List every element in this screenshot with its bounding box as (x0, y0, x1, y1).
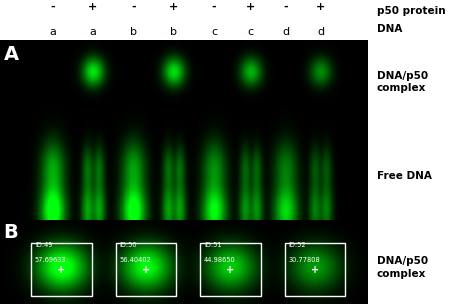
Text: -: - (50, 2, 55, 12)
Text: +: + (142, 265, 150, 275)
Text: B: B (4, 223, 18, 242)
Text: a: a (90, 27, 96, 37)
Text: Free DNA: Free DNA (377, 171, 432, 181)
Text: +: + (57, 265, 65, 275)
Text: +: + (246, 2, 255, 12)
Text: A: A (4, 45, 19, 64)
Text: 30.77808: 30.77808 (288, 257, 320, 263)
Text: +: + (169, 2, 178, 12)
Bar (116, 243, 176, 296)
Text: ID:50: ID:50 (119, 242, 137, 248)
Bar (200, 243, 261, 296)
Text: DNA: DNA (377, 24, 402, 34)
Text: ID:51: ID:51 (204, 242, 221, 248)
Text: d: d (317, 27, 324, 37)
Bar (285, 243, 345, 296)
Text: c: c (211, 27, 217, 37)
Text: +: + (311, 265, 319, 275)
Text: +: + (227, 265, 235, 275)
Text: ID:52: ID:52 (288, 242, 306, 248)
Text: b: b (170, 27, 177, 37)
Text: +: + (316, 2, 325, 12)
Bar (31, 243, 92, 296)
Text: d: d (282, 27, 289, 37)
Text: b: b (130, 27, 137, 37)
Text: 57.69633: 57.69633 (35, 257, 66, 263)
Text: c: c (248, 27, 254, 37)
Text: DNA/p50
complex: DNA/p50 complex (377, 256, 428, 279)
Text: a: a (49, 27, 56, 37)
Text: -: - (283, 2, 288, 12)
Text: -: - (212, 2, 217, 12)
Text: +: + (88, 2, 98, 12)
Text: DNA/p50
complex: DNA/p50 complex (377, 71, 428, 93)
Text: 44.98650: 44.98650 (204, 257, 236, 263)
Text: -: - (131, 2, 136, 12)
Text: 56.40402: 56.40402 (119, 257, 151, 263)
Text: p50 protein: p50 protein (377, 6, 446, 16)
Text: ID:49: ID:49 (35, 242, 53, 248)
